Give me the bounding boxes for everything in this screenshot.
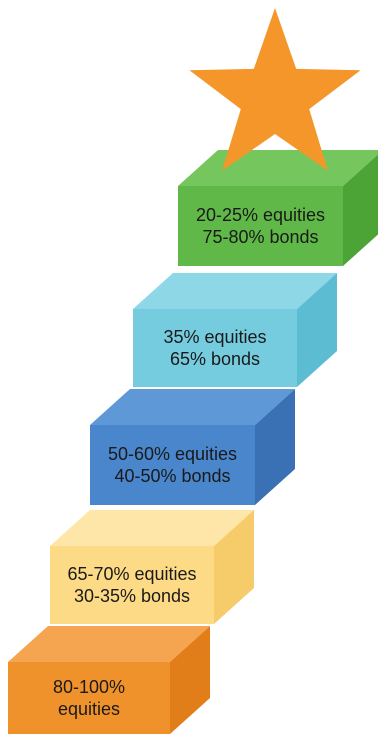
step-front-face [178,186,343,266]
step-front-face [90,425,255,505]
step-1: 80-100%equities [8,626,210,734]
step-label-line: 40-50% bonds [114,466,230,486]
step-label-line: 65-70% equities [67,564,196,584]
step-label-line: 30-35% bonds [74,586,190,606]
step-label-line: equities [58,699,120,719]
step-label-line: 75-80% bonds [202,227,318,247]
step-top-face [178,150,378,186]
step-label-line: 20-25% equities [196,205,325,225]
step-front-face [8,662,170,734]
step-label-line: 80-100% [53,677,125,697]
step-top-face [8,626,210,662]
step-label-line: 65% bonds [170,349,260,369]
step-side-face [214,510,254,624]
step-top-face [50,510,254,546]
step-label-line: 35% equities [163,327,266,347]
step-label-line: 50-60% equities [108,444,237,464]
step-side-face [297,273,337,387]
step-side-face [255,389,295,505]
step-top-face [133,273,337,309]
step-side-face [170,626,210,734]
star-icon [189,8,361,171]
step-top-face [90,389,295,425]
step-side-face [343,154,378,266]
step-front-face [133,309,297,387]
step-front-face [50,546,214,624]
